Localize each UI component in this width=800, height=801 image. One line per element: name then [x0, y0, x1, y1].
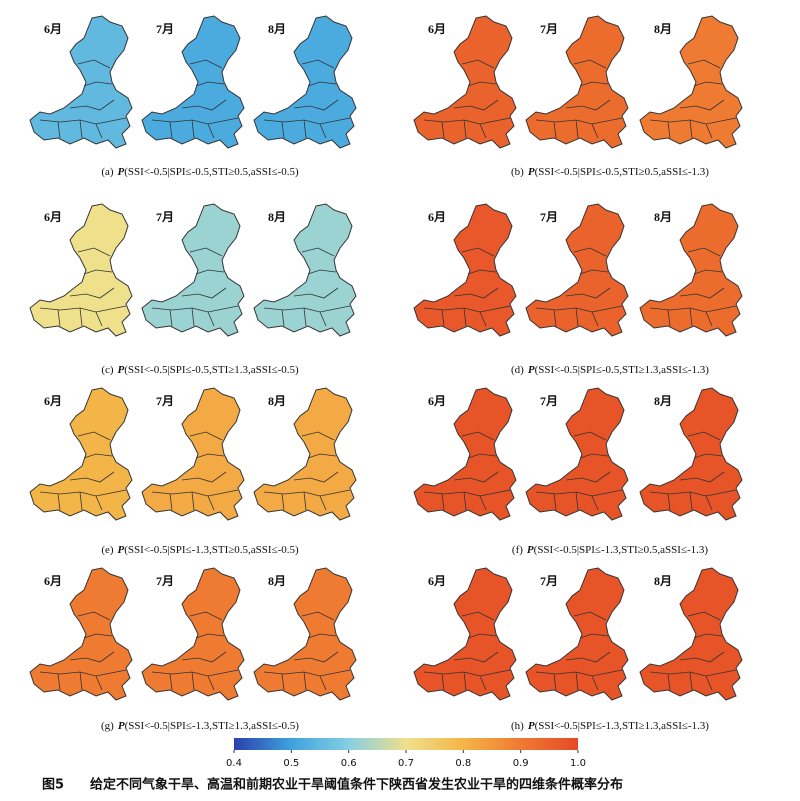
month-label: 7月 [540, 394, 558, 408]
province-map [413, 15, 517, 149]
province-map [525, 15, 629, 149]
caption-part: (SSI<-0.5|SPI≤-0.5,STI≥0.5,aSSI≤-0.5) [124, 166, 299, 178]
month-label: 7月 [540, 22, 558, 36]
province-map [29, 387, 133, 521]
panel-caption: (e) P(SSI<-0.5|SPI≤-1.3,STI≥0.5,aSSI≤-0.5… [101, 544, 299, 556]
province-map [639, 15, 743, 149]
province-map [253, 567, 357, 701]
month-label: 6月 [428, 210, 446, 224]
caption-part: (b) [511, 166, 524, 178]
caption-part: (SSI<-0.5|SPI≤-1.3,STI≥1.3,aSSI≤-1.3) [535, 720, 710, 732]
colorbar [234, 738, 578, 750]
month-label: 8月 [268, 210, 286, 224]
figure-label: 图5 [42, 778, 64, 793]
province-map [29, 567, 133, 701]
month-label: 6月 [44, 22, 62, 36]
month-label: 7月 [156, 22, 174, 36]
province-map [253, 15, 357, 149]
month-label: 8月 [654, 210, 672, 224]
province-map [525, 567, 629, 701]
colorbar-tick-label: 0.6 [341, 758, 357, 769]
caption-part: P [527, 544, 534, 556]
caption-part: (c) [101, 364, 114, 376]
month-label: 8月 [654, 394, 672, 408]
colorbar-tick-label: 0.7 [398, 758, 414, 769]
month-label: 6月 [428, 22, 446, 36]
panel-caption: (g) P(SSI<-0.5|SPI≤-1.3,STI≥1.3,aSSI≤-0.5… [101, 720, 299, 732]
province-map [639, 567, 743, 701]
month-label: 7月 [156, 210, 174, 224]
province-map [413, 387, 517, 521]
caption-part: (d) [511, 364, 524, 376]
caption-part: (g) [101, 720, 114, 732]
caption-part: (SSI<-0.5|SPI≤-1.3,STI≥0.5,aSSI≤-1.3) [534, 544, 709, 556]
month-label: 7月 [540, 210, 558, 224]
caption-part: (SSI<-0.5|SPI≤-1.3,STI≥1.3,aSSI≤-0.5) [125, 720, 300, 732]
province-map [253, 203, 357, 337]
province-map [253, 387, 357, 521]
colorbar-tick-label: 0.4 [226, 758, 242, 769]
month-label: 8月 [268, 574, 286, 588]
province-map [413, 567, 517, 701]
province-map [525, 387, 629, 521]
province-map [639, 387, 743, 521]
province-map [413, 203, 517, 337]
month-label: 6月 [44, 394, 62, 408]
month-label: 6月 [428, 394, 446, 408]
province-map [141, 387, 245, 521]
month-label: 8月 [268, 394, 286, 408]
panels: 6月 7月 8月(a) P(SSI<-0.5|SPI≤-0.5,STI≥0.5,aSS… [29, 15, 743, 732]
caption-part: (SSI<-0.5|SPI≤-1.3,STI≥0.5,aSSI≤-0.5) [124, 544, 299, 556]
colorbar-tick-label: 0.9 [513, 758, 529, 769]
panel-caption: (b) P(SSI<-0.5|SPI≤-0.5,STI≥0.5,aSSI≤-1.3… [511, 166, 709, 178]
province-map [29, 203, 133, 337]
province-map [29, 15, 133, 149]
caption-part: (a) [101, 166, 114, 178]
colorbar-tick-label: 1.0 [570, 758, 586, 769]
month-label: 8月 [654, 574, 672, 588]
month-label: 8月 [654, 22, 672, 36]
colorbar-tick-label: 0.5 [283, 758, 299, 769]
month-label: 7月 [156, 394, 174, 408]
caption-part: P [118, 166, 125, 178]
panel-caption: (d) P(SSI<-0.5|SPI≤-0.5,STI≥1.3,aSSI≤-1.3… [511, 364, 709, 376]
month-label: 8月 [268, 22, 286, 36]
month-label: 6月 [44, 574, 62, 588]
month-label: 6月 [428, 574, 446, 588]
caption-part: (h) [511, 720, 524, 732]
panel-caption: (c) P(SSI<-0.5|SPI≤-0.5,STI≥1.3,aSSI≤-0.5… [101, 364, 299, 376]
month-label: 6月 [44, 210, 62, 224]
month-label: 7月 [540, 574, 558, 588]
caption-part: P [118, 544, 125, 556]
colorbar-tick-label: 0.8 [455, 758, 471, 769]
province-map [141, 567, 245, 701]
caption-part: (f) [512, 544, 523, 556]
caption-part: (SSI<-0.5|SPI≤-0.5,STI≥0.5,aSSI≤-1.3) [535, 166, 710, 178]
caption-part: P [118, 720, 125, 732]
province-map [141, 15, 245, 149]
caption-part: P [528, 720, 535, 732]
caption-part: P [528, 364, 535, 376]
caption-part: (SSI<-0.5|SPI≤-0.5,STI≥1.3,aSSI≤-1.3) [535, 364, 710, 376]
province-map [639, 203, 743, 337]
caption-part: (SSI<-0.5|SPI≤-0.5,STI≥1.3,aSSI≤-0.5) [124, 364, 299, 376]
caption-part: P [118, 364, 125, 376]
province-map [141, 203, 245, 337]
figure-caption: 给定不同气象干旱、高温和前期农业干旱阈值条件下陕西省发生农业干旱的四维条件概率分… [90, 777, 623, 793]
panel-caption: (a) P(SSI<-0.5|SPI≤-0.5,STI≥0.5,aSSI≤-0.5… [101, 166, 299, 178]
caption-part: P [528, 166, 535, 178]
panel-caption: (f) P(SSI<-0.5|SPI≤-1.3,STI≥0.5,aSSI≤-1.3… [512, 544, 708, 556]
panel-caption: (h) P(SSI<-0.5|SPI≤-1.3,STI≥1.3,aSSI≤-1.3… [511, 720, 709, 732]
province-map [525, 203, 629, 337]
month-label: 7月 [156, 574, 174, 588]
caption-part: (e) [101, 544, 114, 556]
